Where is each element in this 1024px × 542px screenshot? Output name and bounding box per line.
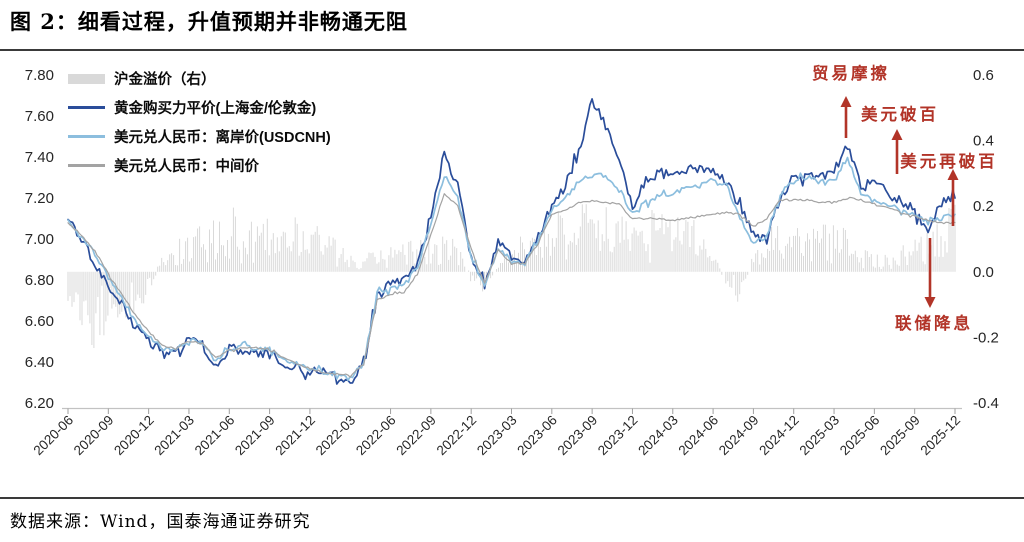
- x-tick-label: 2020-09: [71, 413, 117, 459]
- x-tick-label: 2024-12: [756, 413, 802, 459]
- annotation-dollar-breaks-100: 美元破百: [861, 105, 939, 124]
- x-tick-label: 2020-12: [111, 413, 157, 459]
- annotation-fed-rate-cut: 联储降息: [895, 314, 973, 333]
- legend-label-usdcnh: 美元兑人民币：离岸价(USDCNH): [114, 130, 331, 146]
- x-tick-label: 2022-03: [313, 413, 359, 459]
- chart-title: 图 2：细看过程，升值预期并非畅通无阻: [10, 9, 408, 34]
- legend-line-swatch-lightblue: [68, 135, 105, 138]
- legend-label-gold-ppp: 黄金购买力平价(上海金/伦敦金): [114, 101, 317, 117]
- y-left-tick-label: 7.20: [25, 190, 54, 207]
- y-left-tick-label: 7.60: [25, 108, 54, 125]
- y-right-tick-label: -0.2: [973, 329, 999, 346]
- annotation-arrow-dollar-breaks-100: [891, 129, 903, 174]
- x-tick-label: 2020-06: [30, 413, 76, 459]
- x-tick-label: 2024-03: [635, 413, 681, 459]
- annotation-arrow-fed-rate-cut: [924, 238, 936, 308]
- y-right-tick-label: 0.0: [973, 264, 994, 281]
- y-left-tick-label: 6.20: [25, 395, 54, 412]
- annotation-trade-friction: 贸易摩擦: [812, 64, 890, 83]
- data-source: 数据来源：Wind，国泰海通证券研究: [10, 512, 311, 532]
- x-tick-label: 2025-03: [797, 413, 843, 459]
- y-left-tick-label: 7.00: [25, 231, 54, 248]
- y-right-tick-label: 0.2: [973, 198, 994, 215]
- annotation-arrow-trade-friction: [840, 96, 852, 138]
- x-tick-label: 2024-06: [676, 413, 722, 459]
- legend-bar-swatch: [68, 73, 105, 84]
- x-tick-label: 2022-09: [393, 413, 439, 459]
- x-tick-label: 2025-06: [837, 413, 883, 459]
- premium-bars: [67, 204, 956, 348]
- y-left-tick-label: 7.80: [25, 67, 54, 84]
- legend-line-swatch-gray: [68, 164, 105, 167]
- title-underline: [0, 49, 1024, 51]
- legend-item-gold-ppp: 黄金购买力平价(上海金/伦敦金): [68, 93, 331, 122]
- x-tick-label: 2022-06: [353, 413, 399, 459]
- x-tick-label: 2023-12: [595, 413, 641, 459]
- x-tick-label: 2024-09: [716, 413, 762, 459]
- legend-label-premium: 沪金溢价（右）: [114, 72, 216, 88]
- chart-legend: 沪金溢价（右） 黄金购买力平价(上海金/伦敦金) 美元兑人民币：离岸价(USDC…: [68, 64, 331, 180]
- y-left-tick-label: 6.60: [25, 313, 54, 330]
- x-tick-label: 2021-12: [272, 413, 318, 459]
- y-right-tick-label: 0.4: [973, 133, 994, 150]
- x-tick-label: 2022-12: [434, 413, 480, 459]
- legend-item-central-parity: 美元兑人民币：中间价: [68, 151, 331, 180]
- y-left-tick-label: 6.80: [25, 272, 54, 289]
- legend-item-premium: 沪金溢价（右）: [68, 64, 331, 93]
- x-tick-label: 2025-12: [917, 413, 963, 459]
- annotation-dollar-breaks-100-again: 美元再破百: [900, 152, 998, 171]
- y-left-tick-label: 7.40: [25, 149, 54, 166]
- series-line-3: [67, 193, 956, 378]
- y-right-tick-label: 0.6: [973, 67, 994, 84]
- x-tick-label: 2021-03: [151, 413, 197, 459]
- series-line-1: [67, 98, 956, 385]
- legend-item-usdcnh: 美元兑人民币：离岸价(USDCNH): [68, 122, 331, 151]
- y-left-tick-label: 6.40: [25, 354, 54, 371]
- x-tick-label: 2023-06: [514, 413, 560, 459]
- footer-divider: [0, 497, 1024, 499]
- legend-line-swatch-navy: [68, 106, 105, 109]
- y-right-tick-label: -0.4: [973, 395, 999, 412]
- legend-label-central-parity: 美元兑人民币：中间价: [114, 159, 259, 175]
- x-tick-label: 2023-03: [474, 413, 520, 459]
- annotation-arrow-dollar-breaks-100-again: [947, 169, 959, 226]
- x-tick-label: 2021-09: [232, 413, 278, 459]
- x-tick-label: 2023-09: [555, 413, 601, 459]
- x-tick-label: 2021-06: [192, 413, 238, 459]
- x-tick-label: 2025-09: [877, 413, 923, 459]
